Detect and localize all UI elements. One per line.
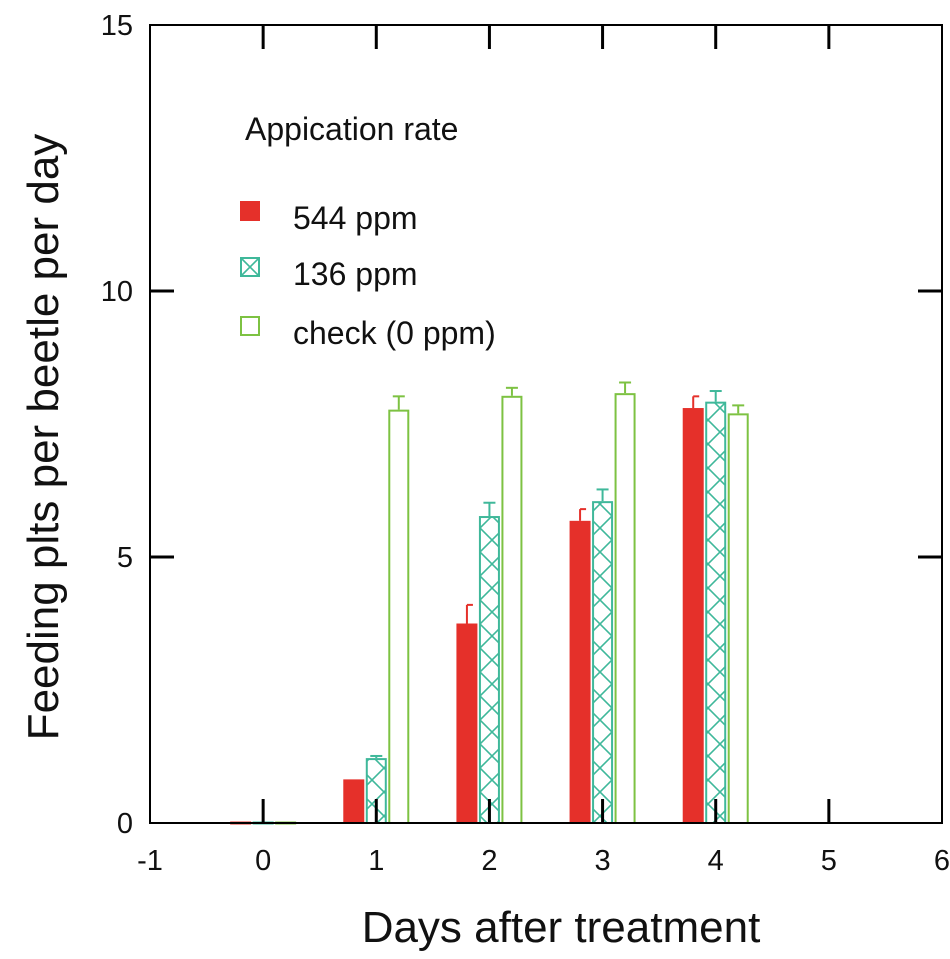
x-tick-label: 6 xyxy=(934,845,950,877)
y-tick-label: 0 xyxy=(117,808,133,840)
x-tick-label: 3 xyxy=(595,845,611,877)
x-tick-label: 5 xyxy=(821,845,837,877)
bar-group xyxy=(456,603,478,823)
plot-frame xyxy=(149,24,943,824)
x-axis-title: Days after treatment xyxy=(362,903,761,952)
x-tick-label: 2 xyxy=(481,845,497,877)
y-axis-title: Feeding plts per beetle per day xyxy=(19,134,68,741)
legend-item: check (0 ppm) xyxy=(240,315,496,351)
legend-label: check (0 ppm) xyxy=(293,315,496,351)
legend-item: 544 ppm xyxy=(240,200,418,236)
bar-group xyxy=(365,754,387,825)
bars-layer xyxy=(230,381,749,825)
bar-group xyxy=(614,381,636,824)
legend-label: 544 ppm xyxy=(293,200,418,236)
y-tick-label: 5 xyxy=(117,542,133,574)
bar xyxy=(501,395,523,824)
bar xyxy=(592,501,614,824)
legend-item: 136 ppm xyxy=(240,256,418,292)
bar-group xyxy=(501,386,523,824)
bar xyxy=(727,413,749,824)
legend-label: 136 ppm xyxy=(293,256,418,292)
bar xyxy=(478,516,500,824)
x-tick-label: 0 xyxy=(255,845,271,877)
bar xyxy=(614,393,636,824)
bar xyxy=(456,623,478,823)
bar-group xyxy=(592,488,614,824)
axes-layer xyxy=(149,24,943,824)
bar-group xyxy=(343,779,365,823)
x-tick-label: -1 xyxy=(137,845,163,877)
bar-group xyxy=(388,395,410,824)
legend-swatch-cross xyxy=(240,257,260,277)
legend: Appication rate 544 ppm 136 ppm check (0 p… xyxy=(240,111,496,351)
legend-title: Appication rate xyxy=(245,111,458,147)
bar-group xyxy=(727,404,749,824)
y-tick-label: 15 xyxy=(101,10,133,42)
y-tick-label: 10 xyxy=(101,276,133,308)
bar-group xyxy=(682,395,704,823)
x-tick-label: 1 xyxy=(368,845,384,877)
bar-group xyxy=(569,508,591,823)
bar-group xyxy=(705,390,727,824)
legend-swatch-open xyxy=(240,316,260,336)
bar xyxy=(343,779,365,823)
legend-swatch-solid xyxy=(240,201,260,221)
bar xyxy=(705,401,727,824)
bar-group xyxy=(478,501,500,824)
bar xyxy=(569,520,591,823)
bar xyxy=(388,409,410,824)
x-tick-label: 4 xyxy=(708,845,724,877)
bar xyxy=(682,408,704,823)
